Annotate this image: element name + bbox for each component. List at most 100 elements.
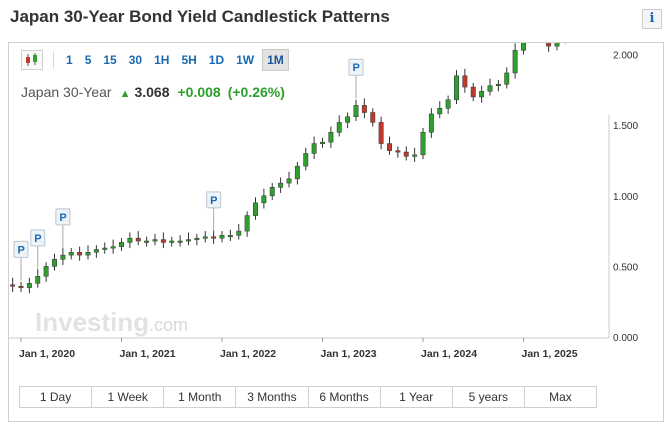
timeframe-button-5[interactable]: 5 <box>84 53 92 67</box>
candle-body <box>253 202 258 216</box>
price-change-percent: (+0.26%) <box>227 84 285 100</box>
pattern-marker <box>348 58 364 76</box>
quote-header: Japan 30-Year ▲ 3.068 +0.008 (+0.26%) <box>21 84 285 100</box>
candle-body <box>68 252 74 256</box>
info-icon[interactable]: i <box>642 9 662 29</box>
candlestick-type-icon[interactable] <box>21 50 43 70</box>
candle-body <box>495 84 501 87</box>
period-button-1-month[interactable]: 1 Month <box>164 387 237 407</box>
candle-body <box>336 122 342 133</box>
y-tick-label: 1.000 <box>613 192 638 203</box>
candle-body <box>26 283 32 288</box>
pattern-marker <box>55 208 71 226</box>
timeframe-button-30[interactable]: 30 <box>128 53 143 67</box>
period-button-1-week[interactable]: 1 Week <box>92 387 165 407</box>
last-price: 3.068 <box>134 84 170 100</box>
candle-body <box>93 249 99 253</box>
candle-body <box>554 43 560 47</box>
up-arrow-icon: ▲ <box>119 88 131 100</box>
candle-body <box>194 237 200 240</box>
chart-toolbar: 1 5 15 30 1H 5H 1D 1W 1M <box>21 49 293 71</box>
candle-body <box>144 240 150 243</box>
candle-body <box>77 252 83 256</box>
candle-body <box>378 122 384 144</box>
candle-body <box>428 113 434 133</box>
candle-body <box>202 236 208 239</box>
toolbar-separator <box>53 51 54 69</box>
y-tick-label: 2.000 <box>613 51 638 62</box>
candle-body <box>412 154 418 157</box>
period-button-max[interactable]: Max <box>524 387 596 407</box>
timeframe-button-1h[interactable]: 1H <box>154 53 170 67</box>
candle-body <box>462 75 468 88</box>
timeframe-button-1w[interactable]: 1W <box>236 53 255 67</box>
candle-body <box>186 239 191 242</box>
watermark-suffix: .com <box>149 315 188 335</box>
candle-body <box>370 112 376 123</box>
candle-body <box>219 235 225 239</box>
candle-body <box>85 252 91 256</box>
watermark-brand: Investing <box>35 307 149 337</box>
candle-body <box>177 240 183 243</box>
x-tick-label: Jan 1, 2021 <box>120 348 176 360</box>
pattern-marker <box>13 240 29 258</box>
period-button-1-year[interactable]: 1 Year <box>380 387 453 407</box>
period-button-1-day[interactable]: 1 Day <box>20 387 93 407</box>
candle-body <box>43 266 49 277</box>
y-tick-label: 1.500 <box>613 121 638 132</box>
period-button-3-months[interactable]: 3 Months <box>236 387 309 407</box>
candle-body <box>52 259 57 267</box>
x-tick-label: Jan 1, 2022 <box>220 348 276 360</box>
page-title: Japan 30-Year Bond Yield Candlestick Pat… <box>10 7 390 26</box>
x-tick-label: Jan 1, 2024 <box>421 348 477 360</box>
candle-body <box>152 239 158 242</box>
candle-body <box>345 116 351 123</box>
candle-body <box>169 240 175 243</box>
candle-body <box>437 108 443 115</box>
candle-body <box>303 153 309 167</box>
candle-body <box>127 237 133 243</box>
candle-body <box>395 150 401 153</box>
x-tick-label: Jan 1, 2020 <box>19 348 75 360</box>
candle-body <box>521 43 526 51</box>
candle-body <box>420 132 426 156</box>
candle-body <box>211 236 217 239</box>
candle-body <box>269 187 275 197</box>
candle-body <box>60 254 66 260</box>
period-button-5-years[interactable]: 5 years <box>452 387 525 407</box>
candle-body <box>311 143 317 154</box>
candle-body <box>135 237 141 242</box>
pattern-marker-label: P <box>353 62 360 74</box>
candle-body <box>403 151 409 157</box>
candle-body <box>504 72 510 85</box>
candle-body <box>227 235 233 238</box>
candle-body <box>119 242 124 247</box>
period-selector: 1 Day 1 Week 1 Month 3 Months 6 Months 1 Year… <box>19 386 597 408</box>
candle-body <box>487 85 493 92</box>
candle-body <box>10 284 16 287</box>
candle-body <box>479 91 485 98</box>
candle-body <box>512 50 518 74</box>
timeframe-button-15[interactable]: 15 <box>103 53 117 67</box>
timeframe-button-1d[interactable]: 1D <box>208 53 225 67</box>
pattern-marker <box>30 229 46 247</box>
y-tick-label: 0.500 <box>613 262 638 273</box>
y-tick-label: 0.000 <box>613 333 638 344</box>
candle-body <box>286 178 292 184</box>
candle-body <box>470 86 476 98</box>
timeframe-button-1[interactable]: 1 <box>66 53 73 67</box>
candle-body <box>18 285 24 288</box>
x-tick-label: Jan 1, 2023 <box>321 348 377 360</box>
timeframe-button-5h[interactable]: 5H <box>181 53 197 67</box>
candle-body <box>353 105 359 117</box>
period-button-6-months[interactable]: 6 Months <box>308 387 381 407</box>
pattern-marker <box>206 191 222 209</box>
candle-body <box>445 99 451 109</box>
timeframe-button-1m[interactable]: 1M <box>262 49 289 71</box>
x-tick-label: Jan 1, 2025 <box>522 348 578 360</box>
candle-body <box>361 105 367 113</box>
candle-body <box>387 143 392 151</box>
candle-body <box>320 141 325 144</box>
